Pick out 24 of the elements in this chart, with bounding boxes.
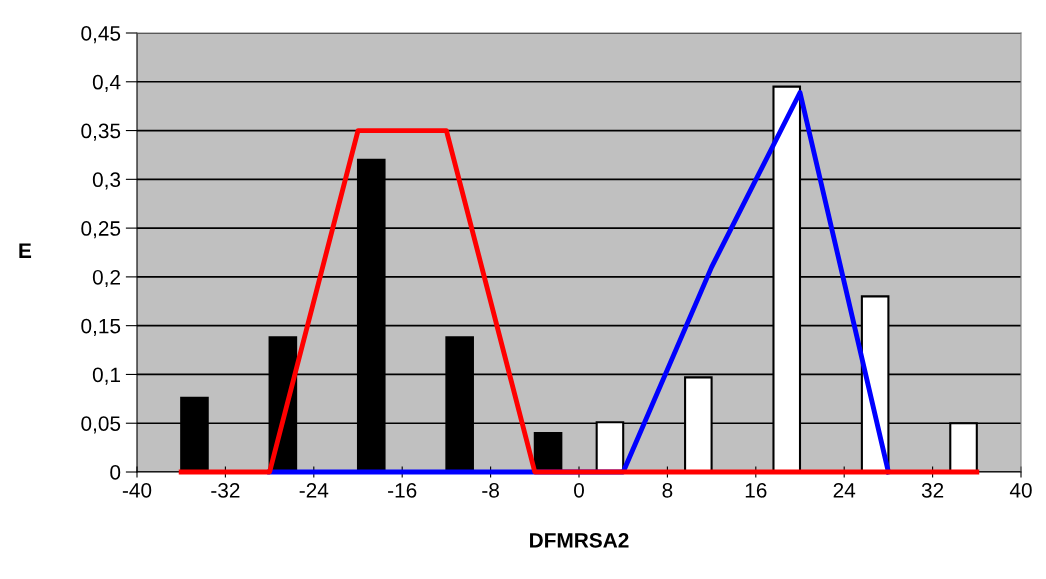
x-tick-label: -24 [299, 482, 329, 498]
y-tick-label: 0,05 [81, 416, 121, 434]
y-tick-label: 0,25 [81, 221, 121, 239]
y-tick-label: 0,35 [81, 123, 121, 141]
x-tick-label: -16 [388, 482, 417, 498]
y-tick-label: 0,15 [81, 318, 121, 336]
x-tick-label: 24 [833, 482, 856, 498]
x-tick-label: 40 [1009, 482, 1032, 498]
y-tick-label: 0 [110, 465, 121, 480]
x-tick-label: 32 [921, 482, 944, 498]
x-tick-label: -40 [122, 482, 152, 498]
x-tick-label: 0 [574, 482, 584, 498]
x-tick-label: -32 [211, 482, 240, 498]
x-tick-label: 16 [745, 482, 767, 498]
x-tick-label: -8 [482, 482, 499, 498]
y-tick-label: 0,1 [92, 367, 121, 385]
y-tick-label: 0,3 [92, 172, 121, 190]
y-tick-label: 0,4 [92, 74, 121, 92]
y-tick-label: 0,2 [92, 269, 120, 288]
bar [533, 431, 563, 472]
y-axis-title: E [19, 243, 32, 258]
y-tick-label: 0,45 [81, 26, 121, 44]
x-axis-title: DFMRSA2 [530, 532, 629, 548]
x-tick-label: 8 [662, 482, 673, 498]
